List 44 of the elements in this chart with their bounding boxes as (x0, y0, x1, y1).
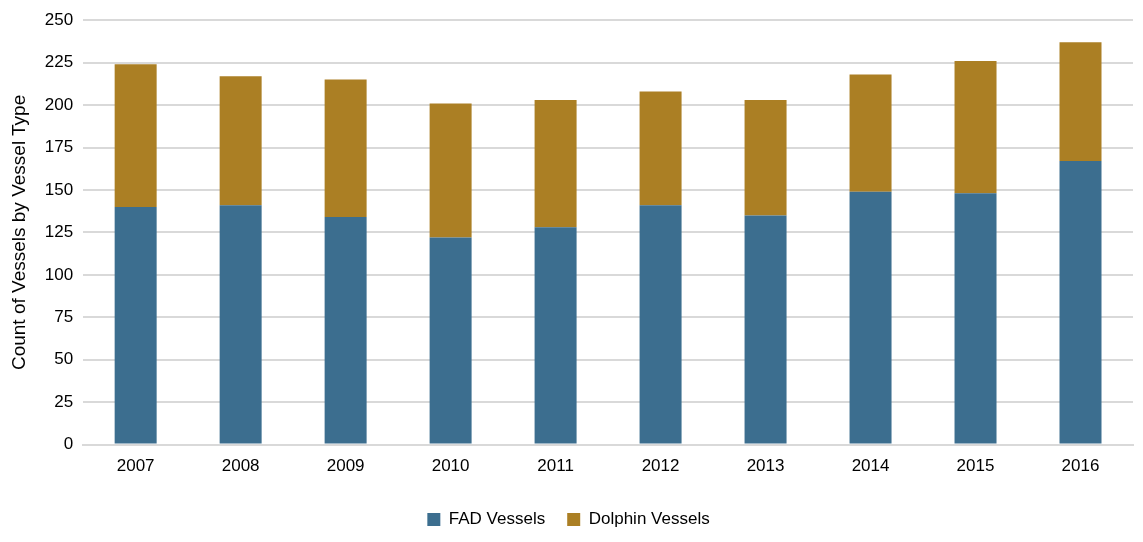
bar (219, 76, 262, 206)
bar (1059, 161, 1102, 444)
bar (744, 215, 787, 444)
bar (744, 99, 787, 216)
x-tick-label: 2012 (641, 456, 680, 476)
x-tick-label: 2015 (956, 456, 995, 476)
y-tick-label: 200 (44, 94, 74, 114)
y-tick-label: 0 (63, 434, 74, 454)
bar (429, 103, 472, 238)
y-tick-label: 175 (44, 137, 74, 157)
bar (219, 205, 262, 444)
bar (639, 205, 682, 444)
y-tick-label: 150 (44, 179, 74, 199)
bar (1059, 42, 1102, 162)
y-tick-label: 75 (54, 306, 74, 326)
bar (429, 237, 472, 444)
legend-label: Dolphin Vessels (588, 509, 710, 529)
bar (114, 206, 157, 444)
y-tick-label: 225 (44, 52, 74, 72)
x-tick-label: 2016 (1061, 456, 1100, 476)
y-axis-title: Count of Vessels by Vessel Type (7, 94, 29, 371)
bar (114, 64, 157, 207)
x-tick-label: 2013 (746, 456, 785, 476)
x-tick-label: 2011 (537, 456, 574, 476)
x-tick-label: 2009 (326, 456, 365, 476)
x-tick-label: 2010 (431, 456, 470, 476)
y-tick-label: 125 (44, 222, 74, 242)
x-tick-label: 2007 (116, 456, 155, 476)
legend-label: FAD Vessels (448, 509, 546, 529)
y-tick-label: 50 (54, 349, 74, 369)
x-tick-label: 2014 (851, 456, 890, 476)
bar (954, 60, 997, 194)
bar (639, 91, 682, 206)
y-tick-label: 100 (44, 264, 74, 284)
bar (534, 99, 577, 228)
y-tick-label: 250 (44, 9, 74, 29)
bar (849, 191, 892, 444)
bar (324, 79, 367, 218)
bar (849, 74, 892, 192)
y-tick-label: 25 (54, 391, 74, 411)
bar (954, 193, 997, 444)
bar (324, 217, 367, 444)
bar (534, 227, 577, 444)
x-tick-label: 2008 (221, 456, 260, 476)
